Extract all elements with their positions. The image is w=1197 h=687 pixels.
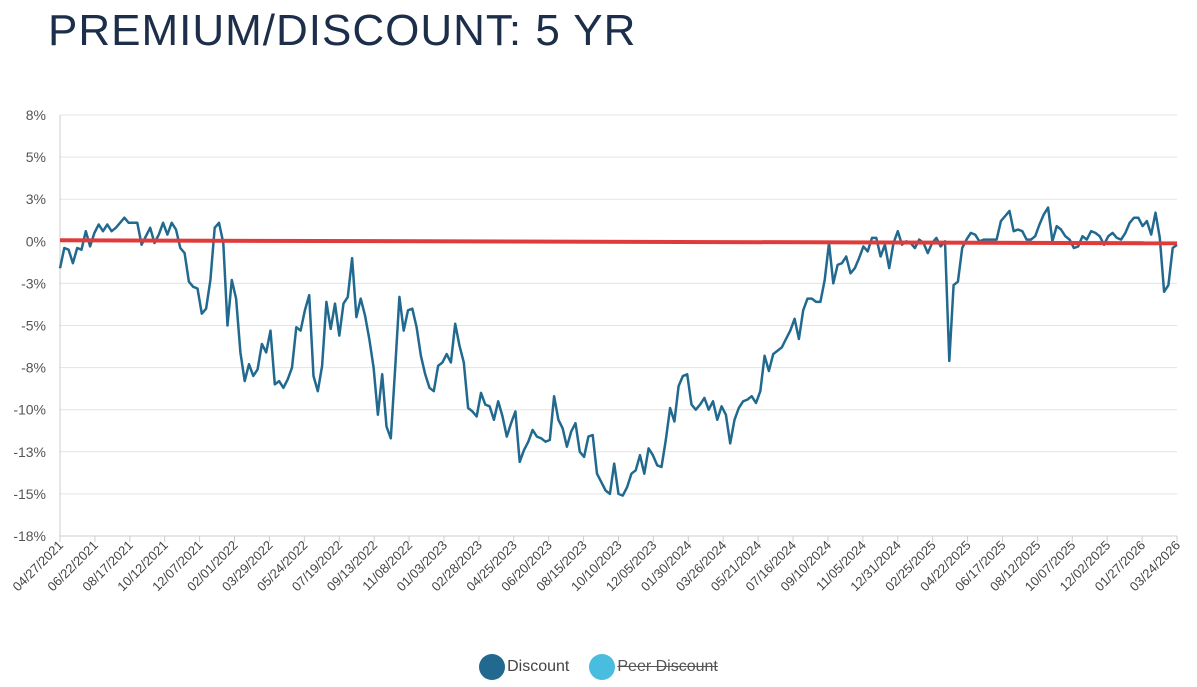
legend-marker-icon bbox=[589, 654, 616, 680]
y-tick-label: 8% bbox=[26, 107, 46, 123]
y-tick-label: 0% bbox=[26, 233, 46, 249]
y-tick-label: -18% bbox=[13, 528, 46, 544]
chart-title: PREMIUM/DISCOUNT: 5 YR bbox=[48, 6, 637, 55]
series bbox=[58, 206, 1178, 497]
axes: 8%5%3%0%-3%-5%-8%-10%-13%-15%-18%04/27/2… bbox=[9, 107, 1183, 594]
reference-line bbox=[59, 238, 1178, 246]
legend-label: Discount bbox=[507, 658, 570, 675]
y-tick-label: -5% bbox=[21, 318, 46, 334]
legend-item-discount[interactable]: Discount bbox=[479, 654, 569, 680]
y-tick-label: 3% bbox=[26, 191, 46, 207]
series-line-discount bbox=[58, 206, 1178, 497]
y-tick-label: -10% bbox=[13, 402, 46, 418]
y-tick-label: -15% bbox=[13, 486, 46, 502]
legend-marker-icon bbox=[479, 654, 506, 680]
legend-item-peer-discount[interactable]: Peer Discount bbox=[589, 654, 718, 680]
reference-line-group bbox=[59, 238, 1178, 246]
y-tick-label: -13% bbox=[13, 444, 46, 460]
y-tick-label: 5% bbox=[26, 149, 46, 165]
y-tick-label: -3% bbox=[21, 275, 46, 291]
y-tick-label: -8% bbox=[21, 360, 46, 376]
legend: Discount Peer Discount bbox=[0, 652, 1197, 682]
premium-discount-chart: 8%5%3%0%-3%-5%-8%-10%-13%-15%-18%04/27/2… bbox=[9, 107, 1183, 594]
legend-label: Peer Discount bbox=[617, 658, 718, 675]
